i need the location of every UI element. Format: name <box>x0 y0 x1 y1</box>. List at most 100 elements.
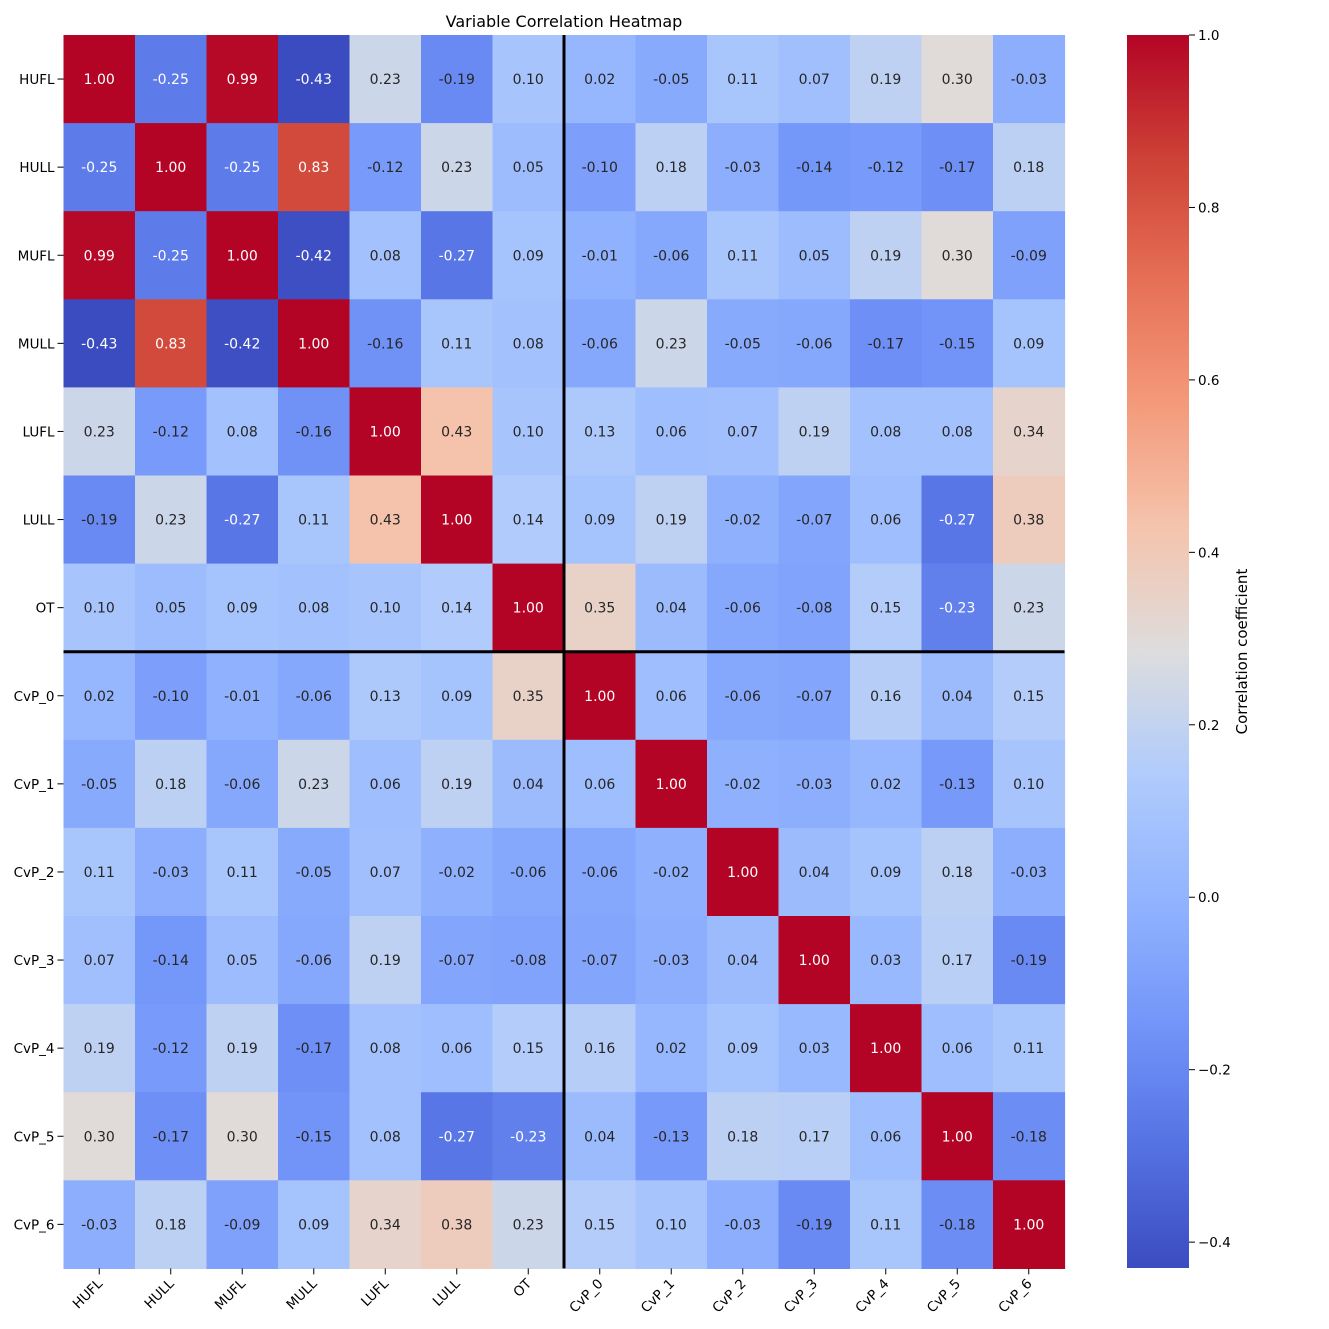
heatmap-cell <box>850 739 923 829</box>
cell-value-label: 0.03 <box>799 1041 830 1057</box>
heatmap-cell <box>921 1180 994 1269</box>
x-tick-label: CvP_6 <box>995 1276 1035 1316</box>
cell-value-label: 0.38 <box>1013 513 1044 529</box>
cell-value-label: 0.07 <box>370 865 401 881</box>
heatmap-cell <box>707 563 780 653</box>
cell-value-label: -0.05 <box>81 777 117 793</box>
cell-value-label: -0.06 <box>796 336 832 352</box>
heatmap-cell <box>564 563 637 653</box>
heatmap-cell <box>564 387 637 477</box>
cell-value-label: 0.10 <box>370 601 401 617</box>
heatmap-cell <box>778 739 851 829</box>
cell-value-label: -0.03 <box>153 865 189 881</box>
heatmap-cell <box>206 1092 279 1181</box>
heatmap-cell <box>135 299 208 388</box>
cell-value-label: -0.03 <box>1011 72 1047 88</box>
heatmap-cell <box>135 123 208 212</box>
x-tick-label: HUFL <box>70 1276 107 1313</box>
cell-value-label: 0.83 <box>155 336 186 352</box>
colorbar-tick-label: 0.4 <box>1198 545 1219 561</box>
heatmap-cell <box>206 35 279 124</box>
cell-value-label: 0.11 <box>1013 1041 1044 1057</box>
colorbar-gradient <box>1127 35 1189 1268</box>
heatmap-cell <box>349 563 422 653</box>
cell-value-label: 0.08 <box>942 424 973 440</box>
heatmap-cell <box>349 35 422 124</box>
cell-value-label: 0.10 <box>513 72 544 88</box>
heatmap-cell <box>993 35 1066 124</box>
cell-value-label: -0.25 <box>81 160 117 176</box>
cell-value-label: -0.17 <box>296 1041 332 1057</box>
cell-value-label: 0.18 <box>656 160 687 176</box>
heatmap-cell <box>778 211 851 300</box>
heatmap-cell <box>278 387 351 477</box>
cell-value-label: 0.04 <box>656 601 687 617</box>
cell-value-label: 0.10 <box>84 601 115 617</box>
cell-value-label: -0.19 <box>796 1217 832 1233</box>
heatmap-cell <box>492 739 565 829</box>
heatmap-cell <box>778 563 851 653</box>
cell-value-label: -0.42 <box>224 336 260 352</box>
heatmap-cell <box>278 651 351 741</box>
cell-value-label: -0.09 <box>1011 248 1047 264</box>
cell-value-label: 1.00 <box>441 513 472 529</box>
heatmap-cell <box>993 299 1066 388</box>
colorbar-ticks: 1.0 0.8 0.6 0.4 0.2 0.0 −0.2 −0.4 <box>1189 28 1231 1251</box>
heatmap-cell <box>850 1180 923 1269</box>
cell-value-label: 0.03 <box>870 953 901 969</box>
heatmap-cell <box>349 651 422 741</box>
cell-value-label: 0.23 <box>370 72 401 88</box>
y-tick-label: HUFL <box>19 72 55 88</box>
heatmap-cell <box>421 35 494 124</box>
heatmap-cell <box>63 35 136 124</box>
heatmap-cell <box>707 651 780 741</box>
cell-value-label: -0.05 <box>296 865 332 881</box>
cell-value-label: -0.18 <box>1011 1129 1047 1145</box>
x-tick-label: CvP_1 <box>638 1276 678 1316</box>
cell-value-label: 0.18 <box>155 1217 186 1233</box>
heatmap-cell <box>564 35 637 124</box>
heatmap-cell <box>421 475 494 565</box>
heatmap-cell <box>993 739 1066 829</box>
colorbar-tick-label: 0.2 <box>1198 718 1219 734</box>
heatmap-cell <box>278 563 351 653</box>
heatmap-cell <box>707 475 780 565</box>
heatmap-cell <box>850 299 923 388</box>
cell-value-label: -0.17 <box>868 336 904 352</box>
cell-value-label: -0.16 <box>367 336 403 352</box>
heatmap-cell <box>635 1004 708 1093</box>
heatmap-cell <box>993 1180 1066 1269</box>
heatmap-cell <box>278 211 351 300</box>
cell-value-label: -0.14 <box>153 953 189 969</box>
heatmap-cell <box>135 1092 208 1181</box>
cell-value-label: 0.23 <box>441 160 472 176</box>
colorbar-label: Correlation coefficient <box>1233 569 1251 735</box>
cell-value-label: -0.19 <box>81 513 117 529</box>
cell-value-label: 0.34 <box>1013 424 1044 440</box>
cell-value-label: 0.04 <box>584 1129 615 1145</box>
colorbar: 1.0 0.8 0.6 0.4 0.2 0.0 −0.2 −0.4 Correlation c… <box>1127 28 1251 1268</box>
chart-title: Variable Correlation Heatmap <box>446 12 683 31</box>
cell-value-label: 0.15 <box>584 1217 615 1233</box>
y-tick-label: CvP_1 <box>14 777 55 793</box>
heatmap-cell <box>278 827 351 917</box>
cell-value-label: -0.23 <box>510 1129 546 1145</box>
colorbar-tick-label: 1.0 <box>1198 28 1219 44</box>
cell-value-label: 0.08 <box>370 1041 401 1057</box>
cell-value-label: 0.05 <box>227 953 258 969</box>
cell-value-label: -0.27 <box>939 513 975 529</box>
cell-value-label: 0.08 <box>298 601 329 617</box>
heatmap-cell <box>564 1180 637 1269</box>
cell-value-label: 0.19 <box>656 513 687 529</box>
y-tick-label: LULL <box>23 513 55 529</box>
cell-value-label: -0.27 <box>224 513 260 529</box>
cell-value-label: -0.05 <box>725 336 761 352</box>
heatmap-cell <box>635 651 708 741</box>
cell-value-label: -0.27 <box>439 248 475 264</box>
y-tick-label: CvP_3 <box>14 953 55 969</box>
colorbar-tick-label: −0.4 <box>1198 1235 1231 1251</box>
heatmap-cell <box>278 916 351 1005</box>
heatmap-cell <box>564 916 637 1005</box>
cell-value-label: 0.14 <box>441 601 472 617</box>
heatmap-cell <box>63 475 136 565</box>
